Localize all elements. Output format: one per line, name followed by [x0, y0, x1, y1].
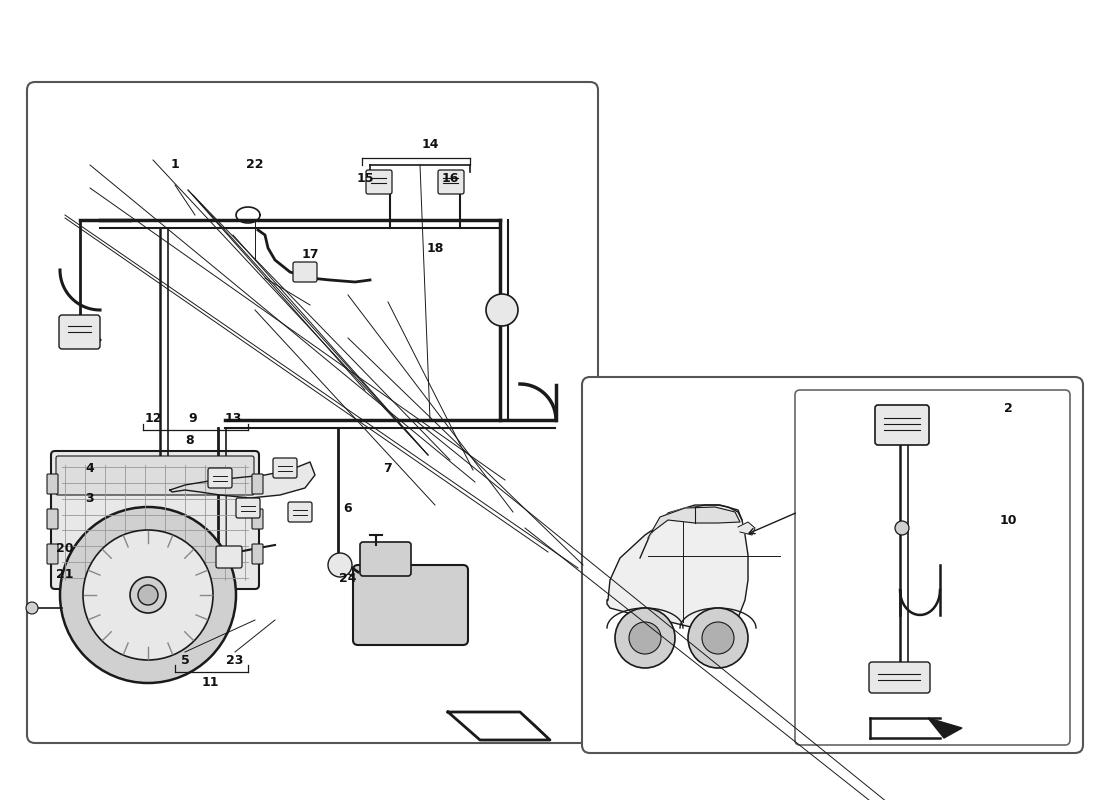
- Text: a passion for parts since 1985: a passion for parts since 1985: [450, 575, 911, 605]
- Text: 3: 3: [86, 491, 95, 505]
- Polygon shape: [448, 712, 550, 740]
- FancyBboxPatch shape: [47, 509, 58, 529]
- Text: 12: 12: [144, 411, 162, 425]
- Text: 17: 17: [301, 249, 319, 262]
- FancyBboxPatch shape: [252, 509, 263, 529]
- FancyBboxPatch shape: [438, 170, 464, 194]
- Circle shape: [629, 622, 661, 654]
- Polygon shape: [928, 718, 962, 738]
- Text: 23: 23: [227, 654, 244, 666]
- Text: 20: 20: [56, 542, 74, 554]
- Circle shape: [688, 608, 748, 668]
- FancyBboxPatch shape: [366, 170, 392, 194]
- Text: 18: 18: [427, 242, 443, 254]
- Polygon shape: [520, 712, 550, 740]
- Polygon shape: [648, 507, 740, 538]
- Polygon shape: [170, 462, 315, 498]
- FancyBboxPatch shape: [293, 262, 317, 282]
- FancyBboxPatch shape: [869, 662, 929, 693]
- Text: 24: 24: [339, 571, 356, 585]
- Text: 16: 16: [441, 171, 459, 185]
- FancyBboxPatch shape: [51, 451, 258, 589]
- FancyBboxPatch shape: [56, 456, 254, 495]
- FancyBboxPatch shape: [216, 546, 242, 568]
- FancyBboxPatch shape: [208, 468, 232, 488]
- Circle shape: [328, 553, 352, 577]
- Text: eurospares: eurospares: [294, 371, 1066, 489]
- Circle shape: [486, 294, 518, 326]
- Text: 15: 15: [356, 171, 374, 185]
- Text: 6: 6: [343, 502, 352, 514]
- Circle shape: [82, 530, 213, 660]
- FancyBboxPatch shape: [795, 390, 1070, 745]
- Text: 5: 5: [180, 654, 189, 666]
- Text: 2: 2: [1003, 402, 1012, 414]
- FancyBboxPatch shape: [47, 544, 58, 564]
- Circle shape: [895, 521, 909, 535]
- Text: 8: 8: [186, 434, 195, 446]
- Circle shape: [702, 622, 734, 654]
- Text: 9: 9: [189, 411, 197, 425]
- Text: 4: 4: [86, 462, 95, 474]
- Text: 22: 22: [246, 158, 264, 171]
- FancyBboxPatch shape: [252, 474, 263, 494]
- FancyBboxPatch shape: [273, 458, 297, 478]
- FancyBboxPatch shape: [28, 82, 598, 743]
- FancyBboxPatch shape: [59, 315, 100, 349]
- FancyBboxPatch shape: [874, 405, 929, 445]
- Text: 7: 7: [384, 462, 393, 474]
- Text: 14: 14: [421, 138, 439, 151]
- FancyBboxPatch shape: [252, 544, 263, 564]
- FancyBboxPatch shape: [118, 576, 202, 600]
- FancyBboxPatch shape: [236, 498, 260, 518]
- Polygon shape: [870, 718, 962, 738]
- Text: 11: 11: [201, 675, 219, 689]
- Circle shape: [26, 602, 39, 614]
- Text: 21: 21: [56, 569, 74, 582]
- Polygon shape: [738, 522, 755, 535]
- FancyBboxPatch shape: [288, 502, 312, 522]
- Circle shape: [130, 577, 166, 613]
- Circle shape: [138, 585, 158, 605]
- Text: 10: 10: [999, 514, 1016, 526]
- Polygon shape: [607, 505, 748, 630]
- FancyBboxPatch shape: [360, 542, 411, 576]
- Circle shape: [615, 608, 675, 668]
- FancyBboxPatch shape: [582, 377, 1084, 753]
- FancyBboxPatch shape: [47, 474, 58, 494]
- Text: 13: 13: [224, 411, 242, 425]
- FancyBboxPatch shape: [353, 565, 468, 645]
- Circle shape: [60, 507, 236, 683]
- Text: 1: 1: [170, 158, 179, 171]
